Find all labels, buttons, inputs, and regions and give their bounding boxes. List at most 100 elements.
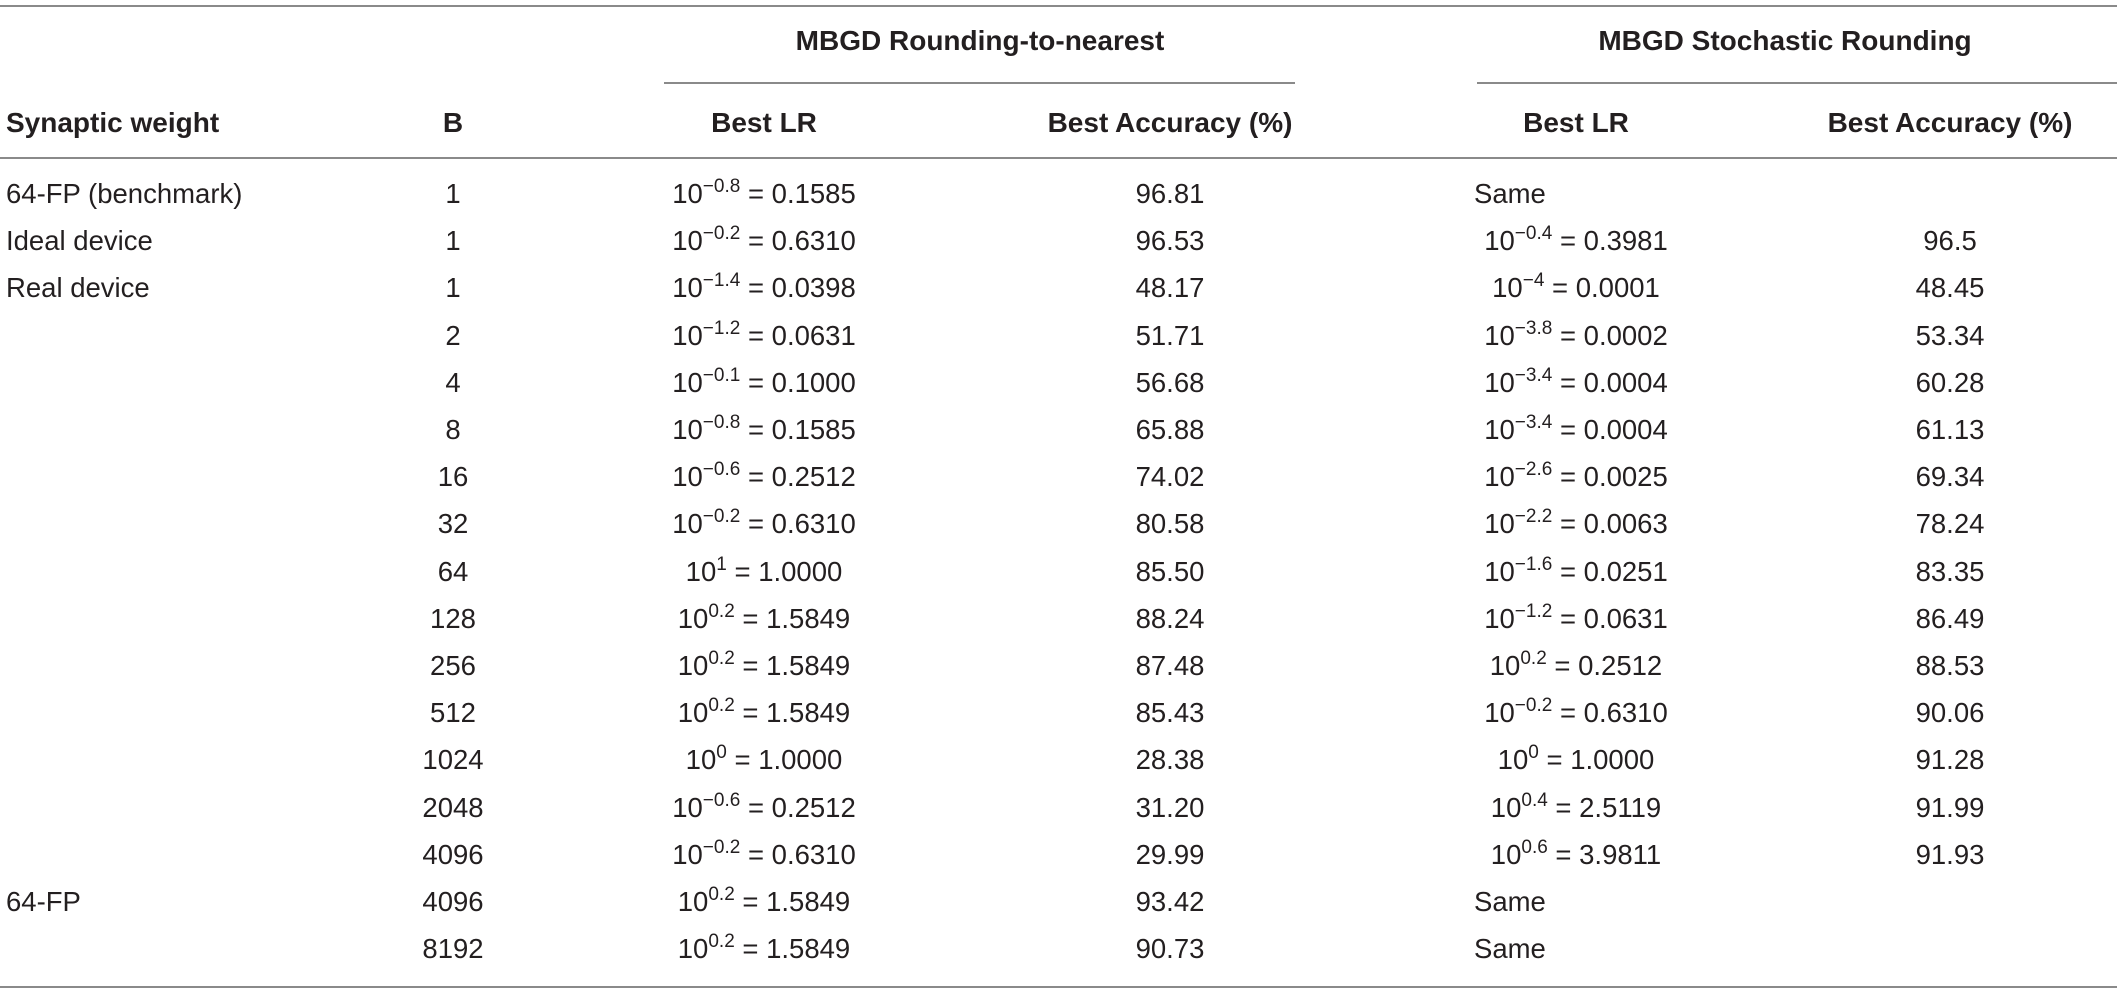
lr-exponent: −1.2 <box>702 317 741 339</box>
cell-rtn-acc: 85.43 <box>1135 697 1205 729</box>
lr-value: 0.0398 <box>771 272 856 304</box>
cell-rtn-lr: 10−0.8 = 0.1585 <box>672 176 856 215</box>
lr-exponent: −2.6 <box>1514 459 1553 481</box>
lr-exponent: 0 <box>716 742 727 764</box>
cell-sr-lr: Same <box>1474 886 1546 917</box>
lr-base: 10 <box>677 886 709 917</box>
lr-equals: = <box>740 319 772 351</box>
lr-equals: = <box>740 791 772 823</box>
cell-rtn-lr: 10−0.2 = 0.6310 <box>672 506 856 545</box>
lr-equals: = <box>740 414 772 445</box>
lr-base: 10 <box>672 319 703 351</box>
cell-b: 2048 <box>422 791 484 823</box>
cell-sr-acc: 53.34 <box>1915 319 1985 351</box>
lr-exponent: −3.4 <box>1514 364 1553 386</box>
cell-b: 4 <box>445 366 461 398</box>
cell-rtn-acc: 88.24 <box>1135 602 1205 634</box>
cell-rtn-acc: 85.50 <box>1135 555 1205 587</box>
lr-value: 0.1585 <box>771 178 856 209</box>
lr-exponent: −3.4 <box>1514 412 1553 433</box>
lr-value: 0.6310 <box>1583 697 1668 729</box>
lr-exponent: 1 <box>716 553 727 575</box>
lr-value: 1.5849 <box>766 602 851 634</box>
group-header-sr: MBGD Stochastic Rounding <box>1598 25 1972 56</box>
lr-base: 10 <box>672 838 703 870</box>
lr-base: 10 <box>672 366 703 398</box>
lr-equals: = <box>734 886 767 917</box>
lr-base: 10 <box>1484 602 1515 634</box>
lr-base: 10 <box>1484 414 1515 445</box>
lr-base: 10 <box>685 555 717 587</box>
lr-exponent: −0.2 <box>702 223 741 245</box>
cell-sr-acc: 96.5 <box>1923 225 1977 257</box>
header-rule <box>0 157 2117 159</box>
cell-sr-lr: 10−0.2 = 0.6310 <box>1484 695 1668 734</box>
cell-sr-lr: Same <box>1474 178 1546 209</box>
lr-value: 1.0000 <box>1570 744 1655 776</box>
lr-exponent: −3.8 <box>1514 317 1553 339</box>
cell-b: 1024 <box>422 744 484 776</box>
lr-equals: = <box>1552 319 1584 351</box>
lr-base: 10 <box>1484 225 1515 257</box>
lr-equals: = <box>726 555 759 587</box>
lr-exponent: 0.2 <box>708 695 735 717</box>
cell-rtn-acc: 29.99 <box>1135 838 1205 870</box>
cell-rtn-acc: 96.81 <box>1135 178 1205 209</box>
cell-b: 8192 <box>422 933 484 965</box>
cell-b: 64 <box>437 555 469 587</box>
cell-rtn-acc: 87.48 <box>1135 650 1205 681</box>
lr-equals: = <box>1552 461 1584 493</box>
lr-value: 0.3981 <box>1583 225 1668 257</box>
lr-exponent: −1.4 <box>702 270 741 292</box>
lr-value: 0.0002 <box>1583 319 1668 351</box>
lr-base: 10 <box>672 791 703 823</box>
lr-equals: = <box>740 838 772 870</box>
cell-sr-acc: 91.93 <box>1915 838 1985 870</box>
lr-equals: = <box>740 225 772 257</box>
cell-rtn-lr: 10−0.6 = 0.2512 <box>672 459 856 498</box>
lr-value: 3.9811 <box>1579 838 1662 870</box>
cell-b: 32 <box>437 508 469 540</box>
lr-base: 10 <box>672 225 703 257</box>
cell-b: 8 <box>445 414 461 445</box>
lr-value: 1.0000 <box>758 555 843 587</box>
lr-exponent: −0.6 <box>702 459 741 481</box>
cell-sr-lr: Same <box>1474 933 1546 965</box>
lr-value: 1.5849 <box>766 886 851 917</box>
cell-sr-lr: 100.6 = 3.9811 <box>1491 837 1662 876</box>
cell-rtn-acc: 74.02 <box>1135 461 1205 493</box>
lr-exponent: −2.2 <box>1514 506 1553 528</box>
col-header-weight: Synaptic weight <box>6 107 220 138</box>
lr-value: 0.0025 <box>1583 461 1668 493</box>
lr-base: 10 <box>672 414 703 445</box>
cell-rtn-lr: 100.2 = 1.5849 <box>678 695 850 734</box>
lr-base: 10 <box>1497 744 1529 776</box>
lr-base: 10 <box>672 461 703 493</box>
cell-sr-lr: 10−2.6 = 0.0025 <box>1484 459 1668 498</box>
group-header-rtn: MBGD Rounding-to-nearest <box>795 25 1165 56</box>
cell-rtn-lr: 101 = 1.0000 <box>685 553 843 593</box>
lr-equals: = <box>1552 555 1584 587</box>
lr-equals: = <box>734 650 767 681</box>
lr-value: 0.6310 <box>771 225 856 257</box>
cell-b: 128 <box>430 602 476 634</box>
lr-value: 1.5849 <box>766 933 851 965</box>
cell-weight: Real device <box>6 272 150 304</box>
lr-base: 10 <box>1484 508 1515 540</box>
cell-sr-lr: 10−3.4 = 0.0004 <box>1484 412 1668 451</box>
lr-value: 0.2512 <box>771 791 856 823</box>
lr-equals: = <box>1552 602 1584 634</box>
cell-rtn-acc: 56.68 <box>1135 366 1205 398</box>
group-rule-sr <box>1477 82 2117 84</box>
lr-equals: = <box>1552 366 1584 398</box>
lr-base: 10 <box>1484 555 1515 587</box>
cell-weight: Ideal device <box>6 225 153 257</box>
lr-base: 10 <box>672 178 703 209</box>
cell-sr-acc: 88.53 <box>1915 650 1985 681</box>
lr-equals: = <box>1552 697 1584 729</box>
cell-sr-lr: 10−3.8 = 0.0002 <box>1484 317 1668 357</box>
cell-sr-acc: 69.34 <box>1915 461 1985 493</box>
lr-equals: = <box>1544 272 1576 304</box>
lr-equals: = <box>1552 225 1584 257</box>
lr-value: 0.0631 <box>771 319 856 351</box>
